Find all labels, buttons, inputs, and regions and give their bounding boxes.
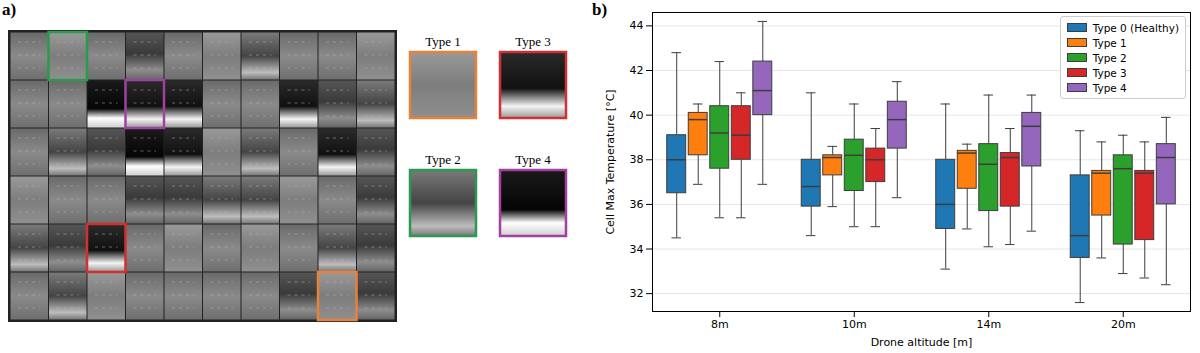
svg-text:40: 40 [630,109,644,122]
svg-text:32: 32 [630,287,644,300]
svg-text:42: 42 [630,64,644,77]
svg-text:Type 4: Type 4 [515,152,551,167]
html-text:Type 4: Type 4 [1092,81,1127,94]
svg-text:8m: 8m [711,318,729,331]
svg-text:14m: 14m [976,318,1001,331]
html-text:Type 1: Type 1 [1092,36,1127,49]
svg-text:44: 44 [630,19,644,32]
svg-text:Drone altitude [m]: Drone altitude [m] [871,336,973,349]
html-text:b): b) [592,0,608,19]
html-text:Type 0 (Healthy): Type 0 (Healthy) [1092,21,1179,34]
svg-text:38: 38 [630,153,644,166]
svg-text:34: 34 [630,243,644,256]
svg-text:10m: 10m [842,318,867,331]
svg-text:Cell Max Temperature [°C]: Cell Max Temperature [°C] [604,89,617,234]
svg-text:Type 2: Type 2 [425,152,461,167]
html-text:Type 2: Type 2 [1092,51,1127,64]
svg-text:Type 3: Type 3 [515,34,551,49]
svg-text:20m: 20m [1111,318,1136,331]
svg-text:36: 36 [630,198,644,211]
html-text:Type 3: Type 3 [1092,66,1127,79]
html-text:a): a) [2,0,17,19]
svg-text:Type 1: Type 1 [425,34,461,49]
